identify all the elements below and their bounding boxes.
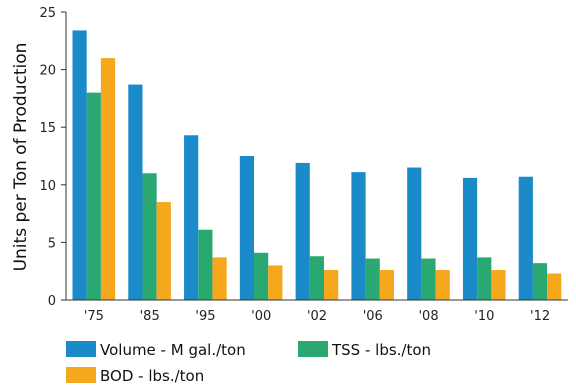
legend-swatch [298,341,328,357]
bar-volume-8 [518,176,533,300]
y-tick-label: 5 [48,236,56,251]
bar-bod-0 [100,58,116,300]
bar-volume-3 [239,156,255,300]
bar-tss-8 [532,263,548,300]
legend-label: BOD - lbs./ton [100,367,204,385]
legend-label: Volume - M gal./ton [100,341,246,359]
bar-tss-5 [365,258,380,300]
legend-swatch [66,367,96,383]
bar-volume-0 [72,30,87,300]
x-tick-label: '06 [363,309,383,324]
x-tick-label: '10 [474,309,494,324]
bar-bod-5 [379,270,394,300]
y-tick-label: 25 [39,6,56,21]
bar-bod-1 [156,202,171,300]
legend-label: TSS - lbs./ton [331,341,431,359]
bar-tss-4 [309,256,325,300]
bar-volume-5 [351,172,366,300]
tick-labels-layer: '75 '85 '95 '00 '02 '06 '08 '10 '12 0 5 10 15 20 25 [39,6,550,324]
bars-layer [72,30,562,301]
bar-bod-4 [324,270,339,300]
legend-swatch [66,341,96,357]
axes-layer [61,11,568,301]
bar-volume-7 [462,177,478,300]
x-tick-label: '08 [418,309,438,324]
x-tick-label: '12 [530,309,550,324]
bar-tss-1 [142,173,157,300]
bar-volume-6 [407,167,422,300]
x-tick-label: '75 [84,309,104,324]
bar-tss-7 [477,257,492,300]
y-tick-label: 0 [48,294,56,309]
bar-tss-2 [198,229,213,300]
bar-bod-7 [491,270,506,300]
bar-tss-6 [421,258,436,300]
x-tick-label: '85 [140,309,160,324]
bar-tss-0 [86,92,101,300]
bar-bod-8 [547,273,562,300]
bar-bod-2 [212,257,227,300]
bar-bod-6 [435,270,450,300]
bar-tss-3 [254,252,269,300]
x-tick-label: '95 [195,309,215,324]
y-tick-label: 10 [39,179,56,194]
x-tick-label: '00 [251,309,271,324]
bar-bod-3 [268,265,283,300]
bar-volume-2 [184,135,199,300]
x-tick-label: '02 [307,309,327,324]
bar-volume-1 [128,84,143,301]
y-tick-label: 15 [39,121,56,136]
legend: Volume - M gal./ton TSS - lbs./ton BOD - l… [66,341,431,385]
y-axis-label: Units per Ton of Production [11,43,31,272]
bar-volume-4 [295,162,310,300]
y-tick-label: 20 [39,64,56,79]
